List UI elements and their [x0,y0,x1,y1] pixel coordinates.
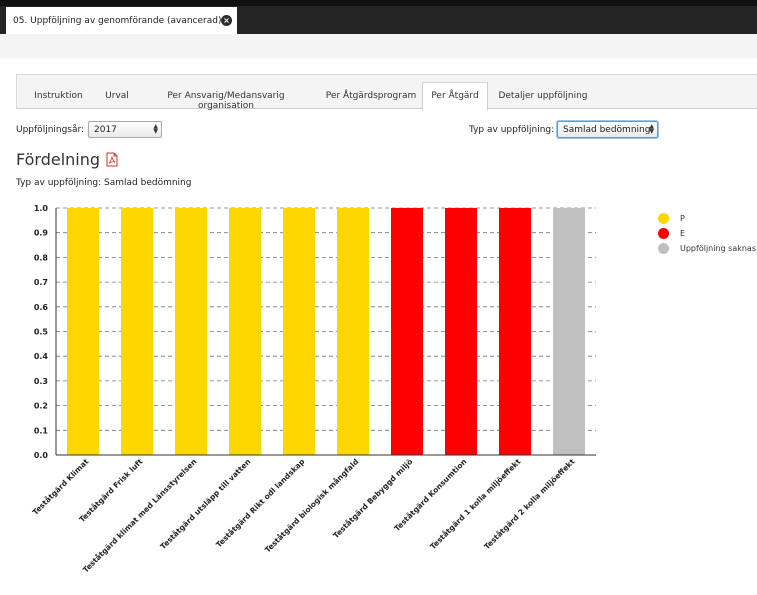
legend-item-p[interactable]: P [658,212,685,224]
y-tick-label: 0.0 [34,451,49,460]
tab-per-atgardsprogram[interactable]: Per Åtgärdsprogram [325,91,417,101]
legend-dot-icon [658,227,669,239]
x-tick-label: Teståtgärd Rikt odl landskap [214,457,307,550]
bar[interactable] [229,208,261,455]
y-tick-label: 0.3 [34,377,48,386]
year-label: Uppföljningsår: [16,125,85,135]
legend-label-e: E [680,228,686,238]
bar[interactable] [121,208,153,455]
x-tick-label: Teståtgärd Klimat [31,457,91,517]
select-arrows-icon: ▲ ▼ [649,123,654,135]
section-subtitle: Typ av uppföljning: Samlad bedömning [16,178,192,188]
bar[interactable] [283,208,315,455]
select-arrows-icon: ▲ ▼ [153,123,158,135]
y-tick-label: 1.0 [34,204,49,213]
tab-per-ansvarig[interactable]: Per Ansvarig/Medansvarig organisation [167,91,285,111]
legend-dot-icon [658,212,669,224]
y-tick-label: 0.4 [34,352,49,361]
document-tab[interactable]: 05. Uppföljning av genomförande (avancer… [6,7,237,34]
bar[interactable] [391,208,423,455]
x-tick-label: Teståtgärd 2 kolla miljöeffekt [482,457,576,551]
y-tick-label: 0.6 [34,303,49,312]
y-tick-label: 0.2 [34,402,48,411]
y-tick-label: 0.7 [34,278,48,287]
pdf-icon[interactable] [106,152,118,167]
legend-dot-icon [658,242,669,254]
chart-y-ticks: 0.0 0.1 0.2 0.3 0.4 0.5 0.6 0.7 0.8 0.9 1.0 [34,204,49,460]
bar[interactable] [445,208,477,455]
bar[interactable] [337,208,369,455]
top-strip [0,0,757,6]
y-tick-label: 0.9 [34,229,49,238]
close-icon[interactable]: × [221,15,232,26]
distribution-chart: 0.0 0.1 0.2 0.3 0.4 0.5 0.6 0.7 0.8 0.9 1.0 Teståt… [31,204,596,575]
bar[interactable] [553,208,585,455]
x-tick-label: Teståtgärd utsläpp till vatten [158,457,252,551]
legend-label-p: P [680,213,685,223]
app-top-bar: 05. Uppföljning av genomförande (avancer… [0,0,757,34]
y-tick-label: 0.1 [34,426,49,435]
x-tick-label: Teståtgärd 1 kolla miljöeffekt [428,457,522,551]
y-tick-label: 0.8 [34,253,49,262]
document-tab-title: 05. Uppföljning av genomförande (avancer… [13,15,222,26]
type-select-value: Samlad bedömning [563,125,651,135]
legend-item-saknas[interactable]: Uppföljning saknas [658,242,756,254]
type-select[interactable]: Samlad bedömning ▲ ▼ [557,121,658,138]
legend-item-e[interactable]: E [658,227,685,239]
legend-label-saknas: Uppföljning saknas [680,243,756,253]
x-tick-label: Teståtgärd biologisk mångfald [263,457,360,554]
chart-bars [67,208,585,455]
tab-urval[interactable]: Urval [105,91,129,101]
tab-detaljer-uppfoljning[interactable]: Detaljer uppföljning [498,91,588,101]
tab-per-atgard[interactable]: Per Åtgärd [422,82,488,111]
year-select[interactable]: 2017 ▲ ▼ [88,121,162,138]
type-label: Typ av uppföljning: [469,125,555,135]
section-title: Fördelning [16,150,101,169]
year-select-value: 2017 [94,125,117,135]
bar[interactable] [67,208,99,455]
bar[interactable] [175,208,207,455]
document-toolbar [0,34,757,58]
bar[interactable] [499,208,531,455]
tab-bar: Instruktion Urval Per Ansvarig/Medansvar… [16,74,757,111]
x-tick-label: Teståtgärd klimat med Länsstyrelsen [81,457,198,574]
tab-instruktion[interactable]: Instruktion [34,91,83,101]
y-tick-label: 0.5 [34,328,49,337]
